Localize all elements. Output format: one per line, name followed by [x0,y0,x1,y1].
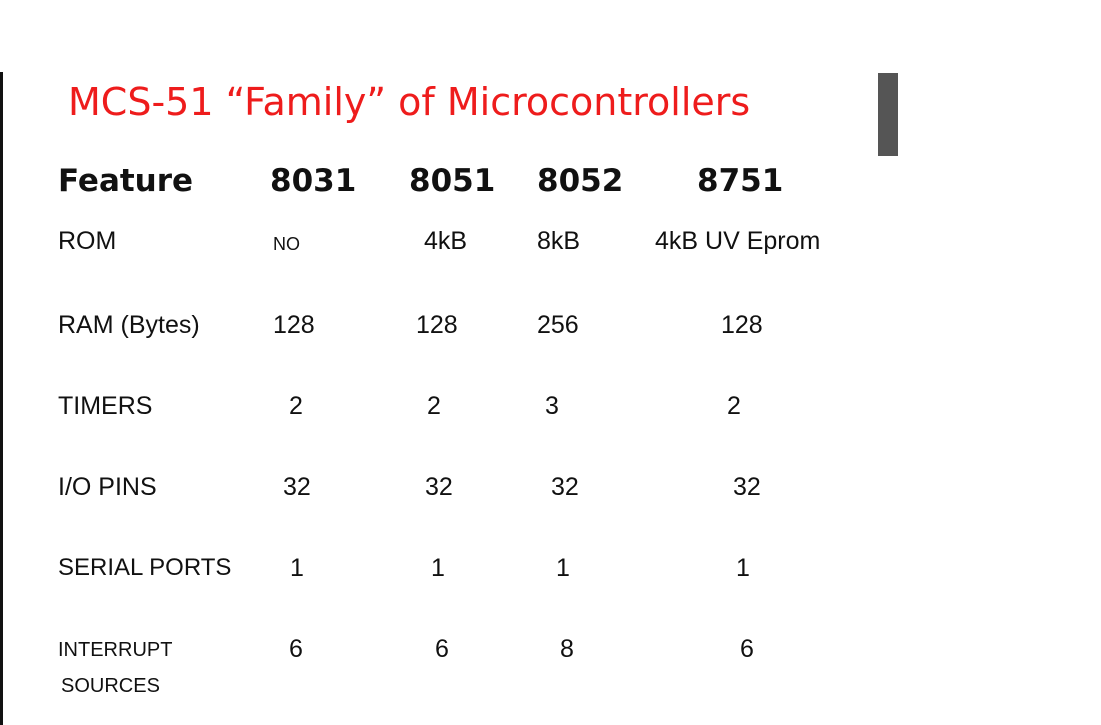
interrupt-8031: 6 [289,635,303,663]
header-8051: 8051 [409,163,496,199]
io-pins-8751: 32 [733,473,761,501]
interrupt-8052: 8 [560,635,574,663]
interrupt-8751: 6 [740,635,754,663]
timers-8052: 3 [545,392,559,420]
interrupt-8051: 6 [435,635,449,663]
header-8751: 8751 [697,163,784,199]
serial-ports-8031: 1 [290,554,304,582]
row-label-interrupt-line1: INTERRUPT [58,639,173,661]
rom-8052: 8kB [537,227,581,255]
serial-ports-8051: 1 [431,554,445,582]
io-pins-8031: 32 [283,473,311,501]
rom-8751: 4kB UV Eprom [655,227,821,255]
row-label-io-pins: I/O PINS [58,473,157,501]
ram-8051: 128 [416,311,458,339]
header-8052: 8052 [537,163,624,199]
row-label-ram: RAM (Bytes) [58,311,200,339]
row-label-rom: ROM [58,227,117,255]
serial-ports-8751: 1 [736,554,750,582]
ram-8052: 256 [537,311,579,339]
slide-title: MCS-51 “Family” of Microcontrollers [68,80,751,124]
rom-8051: 4kB [424,227,468,255]
header-8031: 8031 [270,163,357,199]
timers-8031: 2 [289,392,303,420]
row-label-interrupt-line2: SOURCES [61,675,160,697]
io-pins-8052: 32 [551,473,579,501]
timers-8051: 2 [427,392,441,420]
io-pins-8051: 32 [425,473,453,501]
row-label-timers: TIMERS [58,392,153,420]
rom-8031: NO [273,234,300,254]
serial-ports-8052: 1 [556,554,570,582]
left-edge-bar [0,72,3,725]
row-label-serial-ports: SERIAL PORTS [58,554,232,581]
header-feature: Feature [58,163,194,199]
timers-8751: 2 [727,392,741,420]
ram-8031: 128 [273,311,315,339]
ram-8751: 128 [721,311,763,339]
scrollbar-thumb[interactable] [878,73,898,156]
